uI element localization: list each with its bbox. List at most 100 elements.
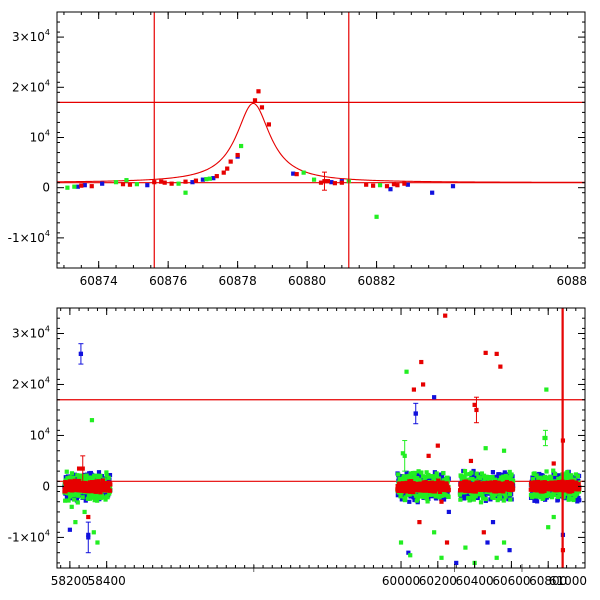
red-point	[435, 443, 440, 448]
green-point	[66, 491, 71, 496]
green-point	[491, 495, 496, 500]
green-point	[446, 494, 451, 500]
green-point	[68, 494, 73, 499]
plot-area	[57, 308, 585, 568]
green-point	[480, 493, 485, 498]
red-point	[576, 482, 581, 487]
red-point	[98, 490, 103, 495]
x-tick-label: 60000	[382, 574, 420, 588]
green-point	[64, 469, 69, 474]
blue-point	[441, 497, 447, 502]
red-point	[391, 182, 397, 187]
green-point	[93, 492, 98, 498]
red-point	[436, 478, 441, 483]
green-point	[441, 470, 446, 476]
green-point	[551, 514, 556, 520]
blue-point	[473, 475, 479, 480]
green-point	[434, 473, 440, 479]
green-point	[71, 492, 76, 497]
blue-point	[537, 471, 542, 477]
blue-point	[211, 176, 216, 181]
green-point	[73, 492, 78, 497]
blue-point	[563, 496, 569, 501]
red-point	[193, 178, 199, 183]
blue-point	[406, 550, 411, 555]
green-point	[545, 475, 550, 480]
green-point	[531, 477, 536, 482]
green-point	[104, 470, 109, 475]
green-point	[479, 489, 484, 495]
blue-point	[86, 535, 91, 540]
red-point	[400, 481, 406, 486]
green-point	[507, 469, 512, 475]
green-point	[95, 498, 100, 503]
blue-point	[454, 560, 459, 566]
blue-point	[72, 472, 78, 477]
green-point	[469, 470, 474, 475]
green-point	[69, 504, 74, 509]
blue-point	[534, 499, 540, 504]
red-point	[325, 179, 331, 184]
x-tick-label: 60400	[456, 574, 494, 588]
green-point	[563, 475, 568, 480]
green-point	[463, 545, 468, 550]
green-point	[95, 540, 100, 545]
red-series	[62, 313, 582, 553]
green-point	[113, 180, 119, 185]
red-point	[406, 487, 412, 492]
blue-point	[533, 475, 539, 480]
green-point	[480, 495, 485, 501]
x-tick-label: 60882	[357, 274, 395, 288]
red-point	[492, 483, 497, 489]
green-point	[400, 476, 406, 481]
green-point	[467, 498, 472, 503]
green-point	[403, 497, 408, 503]
blue-point	[432, 395, 437, 400]
red-point	[555, 483, 560, 488]
red-point	[364, 182, 369, 187]
green-point	[470, 493, 476, 498]
green-point	[534, 473, 539, 478]
red-point	[120, 182, 126, 187]
green-point	[103, 497, 108, 502]
red-point	[225, 166, 230, 171]
red-point	[256, 89, 261, 94]
blue-point	[423, 477, 428, 483]
green-point	[421, 494, 426, 499]
y-tick-label: 104	[30, 426, 50, 442]
green-point	[478, 500, 484, 505]
y-tick-label: 0	[42, 479, 50, 493]
green-point	[401, 478, 406, 483]
blue-point	[502, 470, 507, 475]
green-point	[544, 493, 550, 499]
red-point	[294, 172, 299, 177]
green-point	[473, 494, 478, 499]
green-point	[483, 496, 488, 502]
green-point	[457, 492, 463, 497]
green-point	[490, 474, 495, 480]
green-point	[443, 493, 448, 498]
y-tick-label: 3×104	[12, 324, 50, 340]
plot-frame	[56, 307, 586, 569]
green-point	[493, 492, 498, 497]
green-point	[90, 476, 96, 481]
green-point	[106, 475, 111, 480]
green-point	[416, 469, 421, 474]
green-point	[533, 491, 538, 496]
green-point	[98, 473, 103, 478]
blue-point	[555, 497, 561, 502]
red-point	[169, 181, 174, 186]
red-point	[507, 483, 512, 488]
blue-point	[145, 183, 150, 188]
blue-point	[82, 183, 87, 188]
red-point	[73, 487, 78, 492]
y-tick-label: 2×104	[12, 375, 50, 391]
red-point	[395, 183, 400, 188]
red-series	[79, 89, 407, 191]
x-tick-label: 60600	[492, 574, 530, 588]
green-point	[402, 453, 407, 458]
red-point	[481, 530, 486, 535]
green-point	[124, 178, 129, 183]
green-point	[478, 476, 483, 481]
